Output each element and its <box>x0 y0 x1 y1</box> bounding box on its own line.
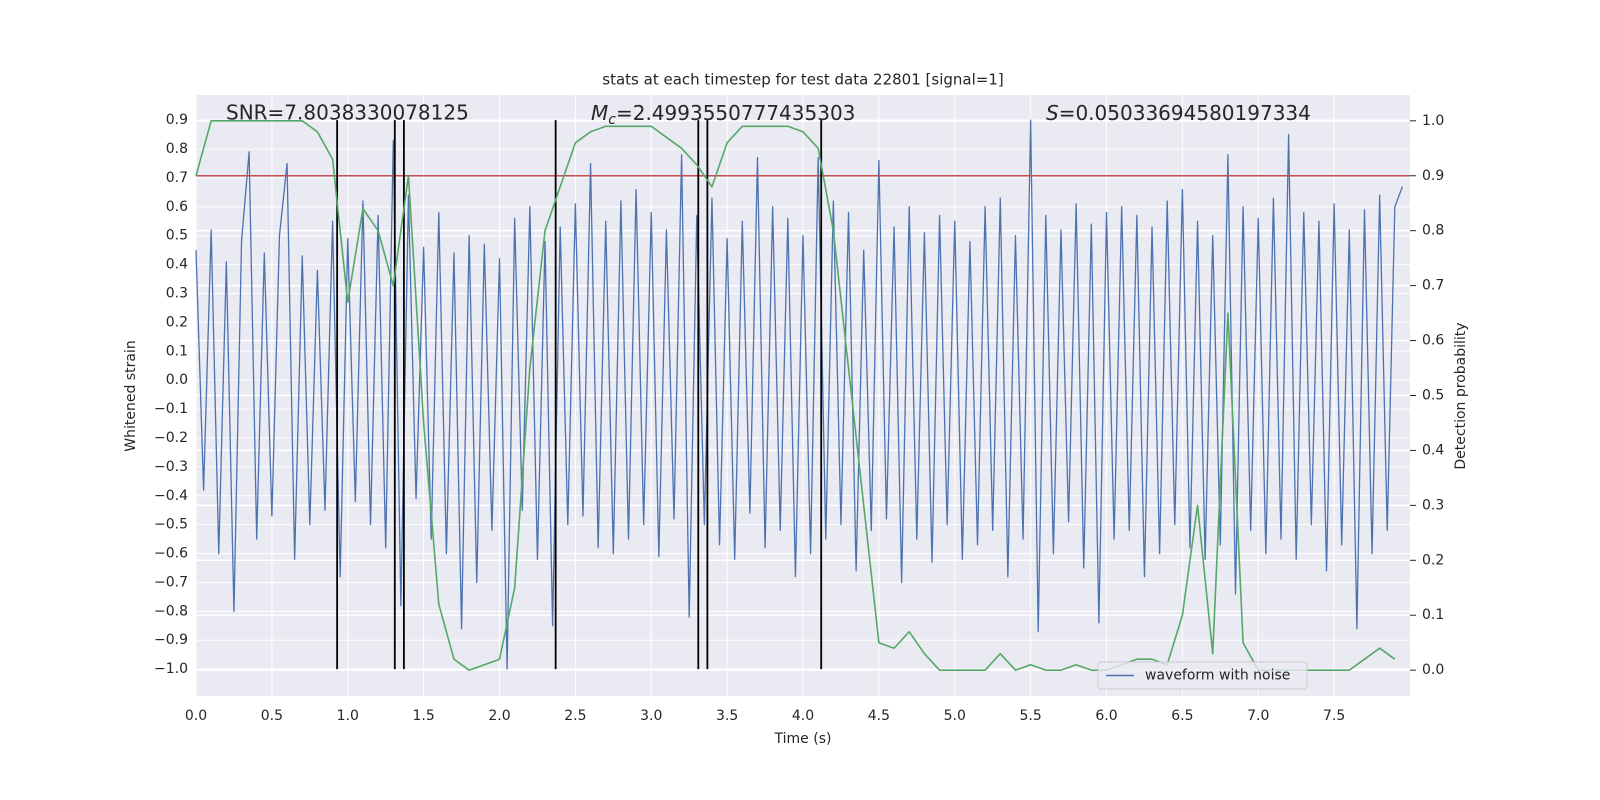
x-tick-label: 0.5 <box>261 708 283 724</box>
annotation-subscript: c <box>608 112 616 128</box>
chart-title: stats at each timestep for test data 228… <box>602 71 1003 89</box>
x-tick-label: 6.0 <box>1095 708 1117 724</box>
y-tick-label: 0.6 <box>166 199 188 215</box>
annotation-symbol: M <box>591 101 608 125</box>
y2-tick-label: 0.5 <box>1422 388 1444 404</box>
labels: 0.0 0.5 1.0 1.5 2.0 2.5 3.0 3.5 4.0 4.5 5.0 5.5 6.0 6… <box>154 112 1444 724</box>
y-tick-label: 0.3 <box>166 286 188 302</box>
y-tick-label: −0.2 <box>154 430 188 446</box>
annotation: Mc=2.4993550777435303 <box>591 101 855 129</box>
y-tick-label: 0.4 <box>166 257 188 273</box>
y-tick-label: 0.1 <box>166 343 188 359</box>
y2-tick-label: 0.2 <box>1422 552 1444 568</box>
y2-axis-label: Detection probability <box>1453 322 1469 469</box>
annotation-text: =2.4993550777435303 <box>616 101 855 125</box>
x-tick-label: 4.5 <box>868 708 890 724</box>
x-tick-label: 5.5 <box>1019 708 1041 724</box>
y2-tick-label: 0.6 <box>1422 333 1444 349</box>
y-tick-label: −0.8 <box>154 603 188 619</box>
y-tick-label: −0.1 <box>154 401 188 417</box>
legend: waveform with noise <box>1097 661 1308 690</box>
x-tick-label: 0.0 <box>185 708 207 724</box>
y-tick-label: 0.9 <box>166 112 188 128</box>
y2-tick-label: 0.4 <box>1422 442 1444 458</box>
y-tick-label: −1.0 <box>154 661 188 677</box>
x-axis-label: Time (s) <box>774 731 832 747</box>
series-line <box>195 120 1396 671</box>
y2-tick-label: 0.3 <box>1422 497 1444 513</box>
y-tick-label: −0.5 <box>154 517 188 533</box>
y-tick-label: 0.0 <box>166 372 188 388</box>
y-tick-label: 0.5 <box>166 228 188 244</box>
grid <box>195 95 1410 696</box>
y-tick-label: −0.7 <box>154 574 188 590</box>
y-tick-label: 0.2 <box>166 314 188 330</box>
y-tick-label: −0.4 <box>154 488 188 504</box>
y-tick-label: −0.6 <box>154 546 188 562</box>
annotation-text: =0.05033694580197334 <box>1059 101 1311 125</box>
y2-tick-label: 0.8 <box>1422 223 1444 239</box>
y-axis-label: Whitened strain <box>123 340 139 451</box>
x-tick-label: 4.0 <box>792 708 814 724</box>
y2-tick-label: 1.0 <box>1422 113 1444 129</box>
legend-label: waveform with noise <box>1145 668 1290 684</box>
y-tick-label: 0.8 <box>166 141 188 157</box>
y2-tick-label: 0.7 <box>1422 278 1444 294</box>
y-tick-label: −0.9 <box>154 632 188 648</box>
y2-tick-label: 0.1 <box>1422 607 1444 623</box>
y2-tick-label: 0.9 <box>1422 168 1444 184</box>
x-tick-label: 7.0 <box>1247 708 1269 724</box>
y-tick-label: 0.7 <box>166 170 188 186</box>
legend-box <box>1097 661 1308 690</box>
x-tick-label: 2.5 <box>564 708 586 724</box>
x-tick-label: 1.5 <box>412 708 434 724</box>
y2-tick-label: 0.0 <box>1422 662 1444 678</box>
annotation-symbol: S <box>1046 101 1059 125</box>
series-line <box>195 119 1404 670</box>
y-tick-label: −0.3 <box>154 459 188 475</box>
x-tick-label: 1.0 <box>337 708 359 724</box>
x-tick-label: 6.5 <box>1171 708 1193 724</box>
x-tick-label: 3.0 <box>640 708 662 724</box>
x-tick-label: 7.5 <box>1323 708 1345 724</box>
marks <box>195 119 1410 671</box>
annotation: SNR=7.8038330078125 <box>226 101 469 125</box>
x-tick-label: 5.0 <box>944 708 966 724</box>
x-tick-label: 2.0 <box>488 708 510 724</box>
annotation: S=0.05033694580197334 <box>1046 101 1311 125</box>
x-tick-label: 3.5 <box>716 708 738 724</box>
